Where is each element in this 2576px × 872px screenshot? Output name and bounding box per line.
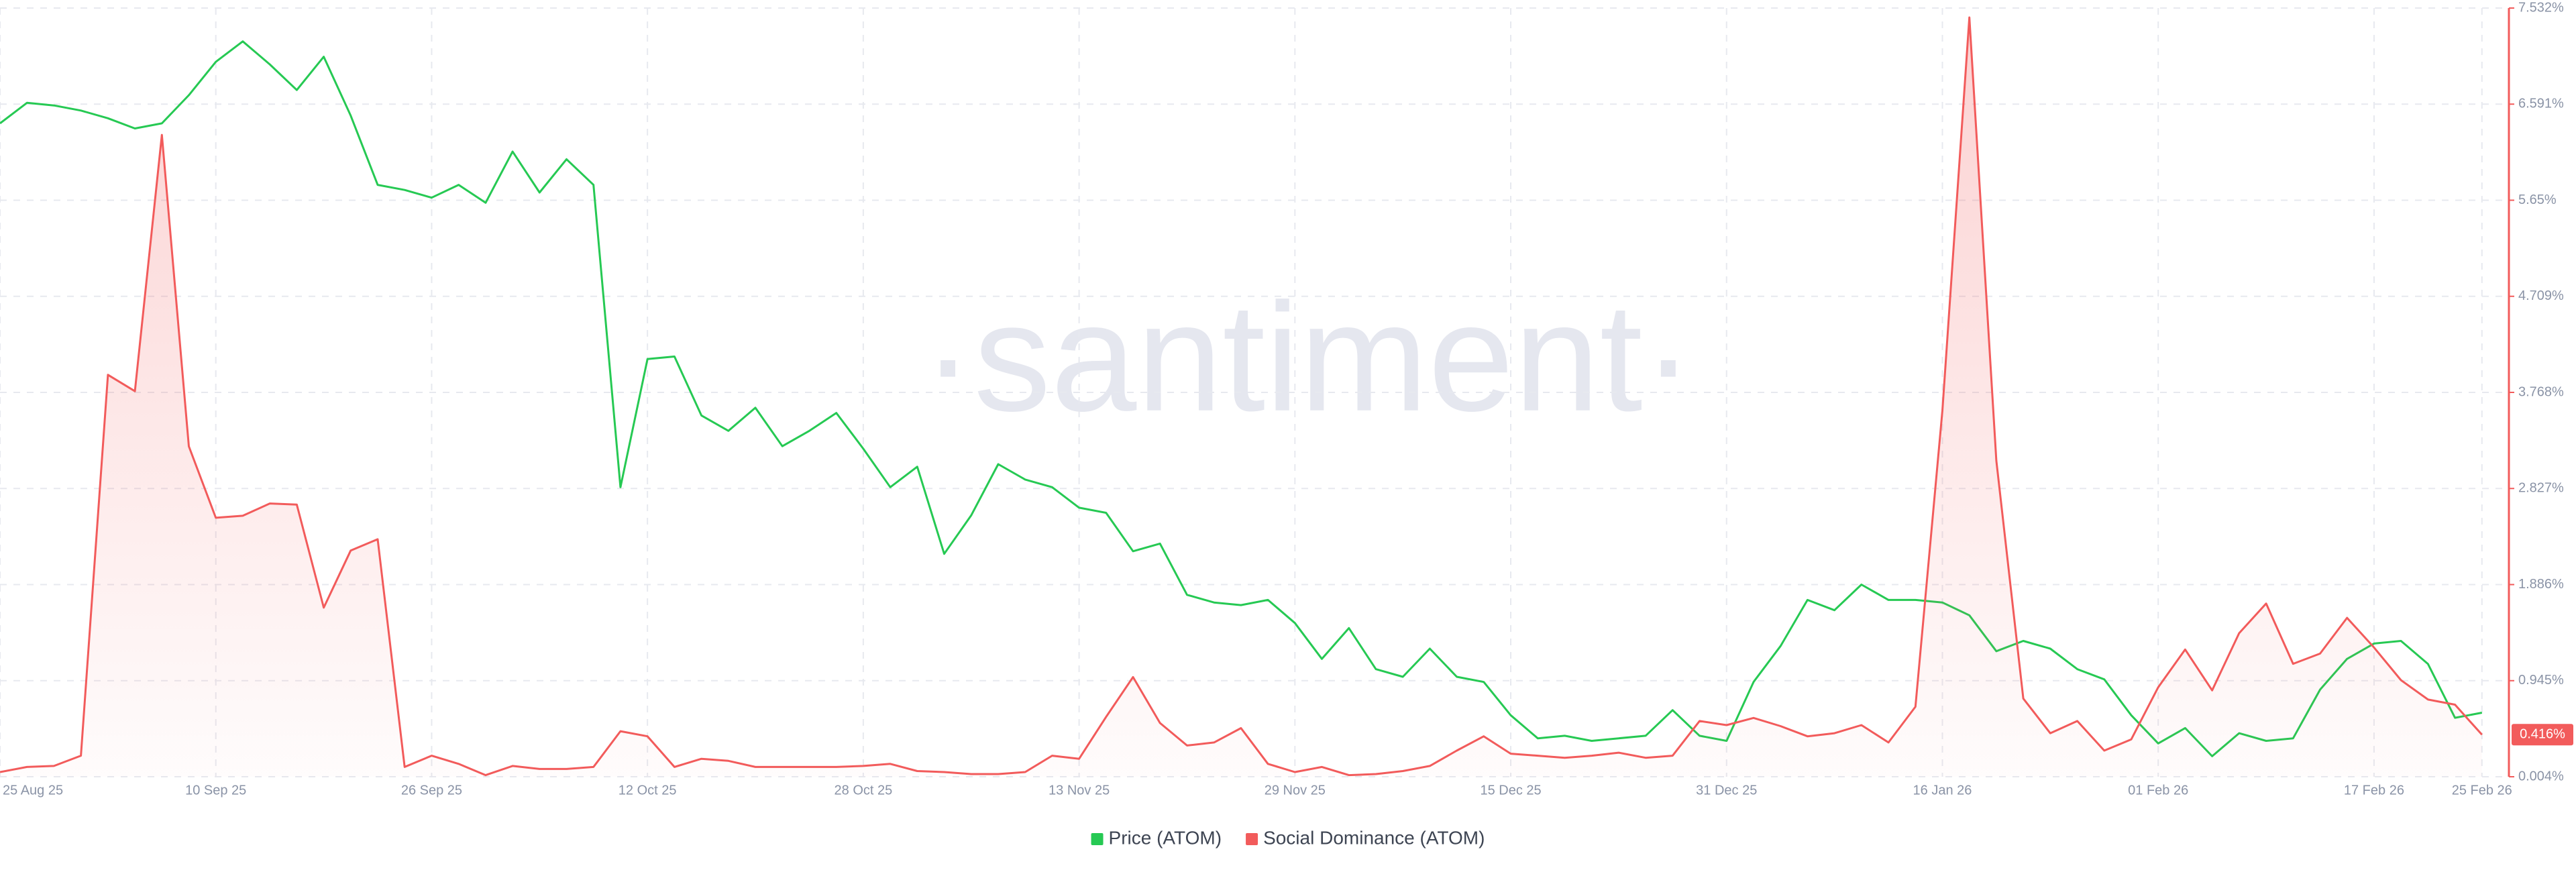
value-badge — [2512, 724, 2573, 746]
x-tick-label: 13 Nov 25 — [1049, 783, 1110, 798]
x-tick-label: 28 Oct 25 — [835, 783, 893, 798]
x-tick-label: 01 Feb 26 — [2128, 783, 2188, 798]
x-tick-label: 12 Oct 25 — [619, 783, 677, 798]
x-tick-label: 25 Aug 25 — [3, 783, 63, 798]
y-tick-label: 6.591% — [2518, 97, 2564, 111]
y-tick-label: 2.827% — [2518, 481, 2564, 496]
x-tick-label: 26 Sep 25 — [401, 783, 462, 798]
line — [0, 16, 2483, 777]
x-tick-label: 16 Jan 26 — [1913, 783, 1972, 798]
area — [0, 17, 2482, 777]
x-tick-label: 29 Nov 25 — [1265, 783, 1326, 798]
y-tick-label: 1.886% — [2518, 577, 2564, 592]
legend: Price (ATOM) Social Dominance (ATOM) — [1091, 827, 1485, 848]
legend-label: Social Dominance (ATOM) — [1263, 827, 1485, 848]
y-tick-label: 4.709% — [2518, 288, 2564, 303]
y-tick-label: 7.532% — [2518, 0, 2564, 15]
x-tick-label: 15 Dec 25 — [1480, 783, 1541, 798]
x-tick-label: 31 Dec 25 — [1696, 783, 1757, 798]
legend-marker — [1091, 833, 1104, 845]
x-tick-label: 25 Feb 26 — [2452, 783, 2512, 798]
legend-marker — [1246, 833, 1258, 845]
y-tick-label: 0.945% — [2518, 673, 2564, 688]
x-tick-label: 17 Feb 26 — [2344, 783, 2404, 798]
watermark: ·santiment· — [922, 271, 1694, 443]
y-tick-label: 0.004% — [2518, 769, 2564, 783]
y-tick-label: 3.768% — [2518, 384, 2564, 399]
line — [0, 40, 2483, 757]
value-label: 0.416% — [2520, 727, 2565, 742]
x-tick-label: 10 Sep 25 — [185, 783, 246, 798]
legend-label: Price (ATOM) — [1109, 827, 1222, 848]
y-tick-label: 5.65% — [2518, 193, 2557, 207]
